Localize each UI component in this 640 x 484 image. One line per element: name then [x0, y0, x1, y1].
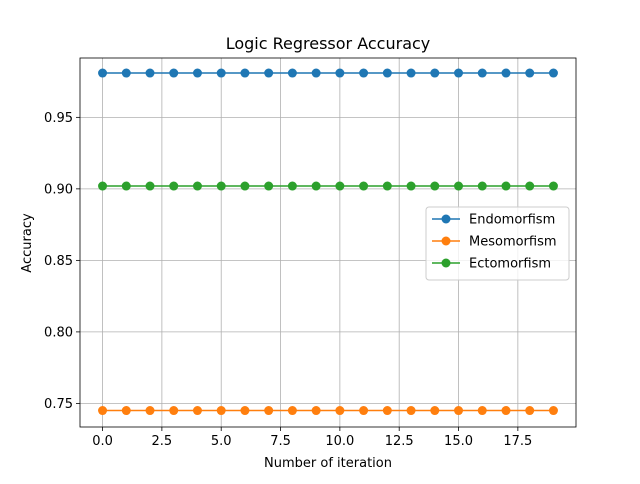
legend-label-endomorfism: Endomorfism [469, 213, 555, 228]
data-point-endomorfism [430, 68, 440, 78]
data-point-endomorfism [287, 68, 297, 78]
data-point-ectomorfism [335, 181, 345, 191]
data-point-mesomorfism [192, 406, 202, 416]
data-point-endomorfism [525, 68, 535, 78]
data-point-mesomorfism [98, 406, 108, 416]
x-tick-label: 2.5 [152, 434, 173, 449]
data-point-ectomorfism [192, 181, 202, 191]
data-point-ectomorfism [430, 181, 440, 191]
data-point-endomorfism [264, 68, 274, 78]
data-point-ectomorfism [477, 181, 487, 191]
data-point-ectomorfism [287, 181, 297, 191]
plot-area-frame [79, 57, 577, 428]
y-tick-label: 0.75 [44, 397, 73, 412]
x-axis-ticks: 0.0 2.5 5.0 7.5 10.0 12.5 15.0 17.5 [92, 427, 532, 449]
data-point-endomorfism [382, 68, 392, 78]
data-point-mesomorfism [264, 406, 274, 416]
y-tick-label: 0.95 [44, 111, 73, 126]
data-point-mesomorfism [121, 406, 131, 416]
legend-box [425, 206, 570, 281]
legend-marker-mesomorfism [441, 236, 451, 246]
data-point-mesomorfism [454, 406, 464, 416]
data-point-endomorfism [145, 68, 155, 78]
data-point-ectomorfism [359, 181, 369, 191]
data-point-ectomorfism [98, 181, 108, 191]
x-tick-label: 5.0 [211, 434, 232, 449]
y-tick-label: 0.90 [44, 182, 73, 197]
data-point-ectomorfism [216, 181, 226, 191]
y-axis-label: Accuracy [20, 213, 35, 273]
data-point-mesomorfism [406, 406, 416, 416]
data-point-endomorfism [98, 68, 108, 78]
legend: Endomorfism Mesomorfism Ectomorfism [425, 206, 570, 281]
x-tick-label: 15.0 [444, 434, 473, 449]
plot-series [98, 68, 558, 416]
data-point-mesomorfism [430, 406, 440, 416]
data-point-mesomorfism [382, 406, 392, 416]
data-point-ectomorfism [240, 181, 250, 191]
legend-marker-endomorfism [441, 214, 451, 224]
data-point-endomorfism [216, 68, 226, 78]
data-point-endomorfism [169, 68, 179, 78]
x-axis-label: Number of iteration [264, 456, 392, 471]
data-point-ectomorfism [406, 181, 416, 191]
data-point-mesomorfism [216, 406, 226, 416]
data-point-mesomorfism [359, 406, 369, 416]
data-point-endomorfism [548, 68, 558, 78]
x-tick-label: 0.0 [92, 434, 113, 449]
data-point-ectomorfism [145, 181, 155, 191]
x-tick-label: 7.5 [270, 434, 291, 449]
data-point-endomorfism [240, 68, 250, 78]
y-axis-ticks: 0.75 0.80 0.85 0.90 0.95 [44, 111, 80, 412]
data-point-ectomorfism [454, 181, 464, 191]
data-point-ectomorfism [382, 181, 392, 191]
data-point-mesomorfism [240, 406, 250, 416]
data-point-mesomorfism [525, 406, 535, 416]
data-point-mesomorfism [477, 406, 487, 416]
legend-label-mesomorfism: Mesomorfism [469, 235, 557, 250]
data-point-mesomorfism [145, 406, 155, 416]
data-point-endomorfism [501, 68, 511, 78]
data-point-ectomorfism [311, 181, 321, 191]
data-point-mesomorfism [335, 406, 345, 416]
series-mesomorfism [98, 406, 558, 416]
data-point-endomorfism [121, 68, 131, 78]
data-point-ectomorfism [501, 181, 511, 191]
data-point-endomorfism [192, 68, 202, 78]
data-point-ectomorfism [121, 181, 131, 191]
data-point-mesomorfism [501, 406, 511, 416]
data-point-endomorfism [359, 68, 369, 78]
legend-label-ectomorfism: Ectomorfism [469, 257, 551, 272]
data-point-ectomorfism [169, 181, 179, 191]
x-tick-label: 12.5 [385, 434, 414, 449]
y-tick-label: 0.80 [44, 325, 73, 340]
series-endomorfism [98, 68, 558, 78]
x-tick-label: 17.5 [503, 434, 532, 449]
data-point-mesomorfism [287, 406, 297, 416]
data-point-endomorfism [406, 68, 416, 78]
data-point-endomorfism [311, 68, 321, 78]
data-point-ectomorfism [525, 181, 535, 191]
data-point-mesomorfism [548, 406, 558, 416]
data-point-endomorfism [335, 68, 345, 78]
data-point-ectomorfism [264, 181, 274, 191]
chart-title: Logic Regressor Accuracy [226, 34, 431, 53]
data-point-mesomorfism [311, 406, 321, 416]
data-point-endomorfism [477, 68, 487, 78]
data-point-mesomorfism [169, 406, 179, 416]
x-tick-label: 10.0 [325, 434, 354, 449]
legend-marker-ectomorfism [441, 258, 451, 268]
y-tick-label: 0.85 [44, 254, 73, 269]
data-point-endomorfism [454, 68, 464, 78]
series-ectomorfism [98, 181, 558, 191]
data-point-ectomorfism [548, 181, 558, 191]
